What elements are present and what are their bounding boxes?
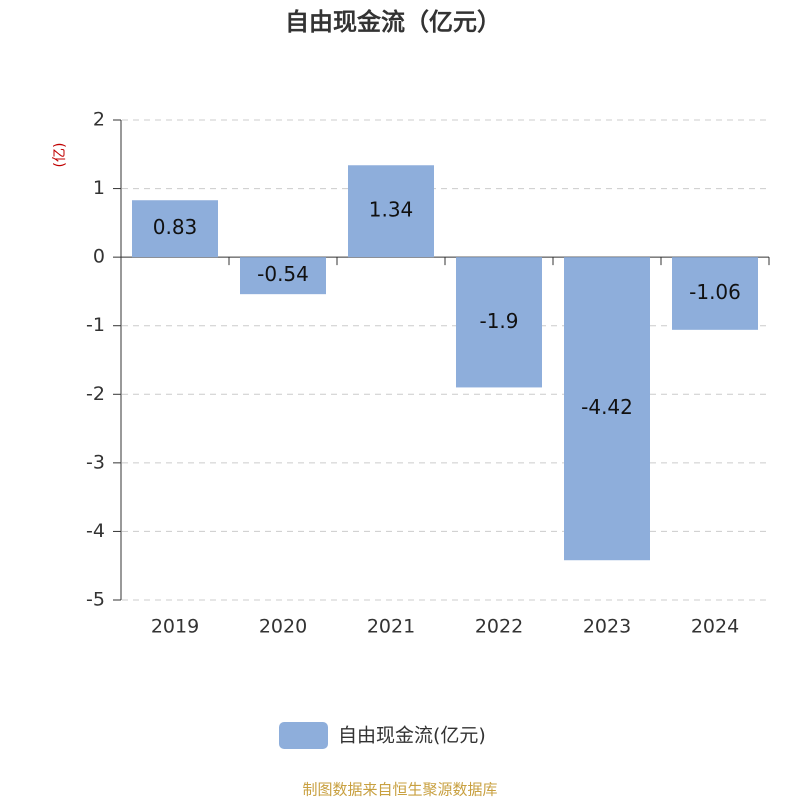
bar xyxy=(456,257,542,388)
bar xyxy=(348,165,434,258)
legend-swatch xyxy=(279,722,328,749)
y-tick-label: -2 xyxy=(86,383,105,405)
y-tick-label: 1 xyxy=(93,177,105,199)
x-tick-label: 2024 xyxy=(691,616,739,638)
x-tick-label: 2023 xyxy=(583,616,631,638)
data-label: -4.42 xyxy=(581,395,633,419)
source-note: 制图数据来自恒生聚源数据库 xyxy=(302,781,497,799)
y-tick-label: -5 xyxy=(86,589,105,611)
data-label: -1.06 xyxy=(689,280,741,304)
data-label: -1.9 xyxy=(479,309,518,333)
bar xyxy=(564,257,650,561)
legend-label: 自由现金流(亿元) xyxy=(338,725,486,747)
y-tick-label: -3 xyxy=(86,451,105,473)
data-label: -0.54 xyxy=(257,262,309,286)
chart-title: 自由现金流（亿元） xyxy=(285,8,501,36)
data-label: 0.83 xyxy=(153,215,198,239)
y-axis-label: (亿) xyxy=(52,143,68,168)
y-tick-label: 0 xyxy=(93,246,105,268)
x-tick-label: 2020 xyxy=(259,616,307,638)
x-tick-label: 2022 xyxy=(475,616,523,638)
bar xyxy=(672,257,758,330)
y-tick-label: -1 xyxy=(86,314,105,336)
bar xyxy=(132,200,218,258)
x-tick-label: 2019 xyxy=(151,616,199,638)
data-label: 1.34 xyxy=(369,198,414,222)
x-tick-label: 2021 xyxy=(367,616,415,638)
bar xyxy=(240,257,326,295)
y-tick-label: 2 xyxy=(93,109,105,131)
y-tick-label: -4 xyxy=(86,520,105,542)
